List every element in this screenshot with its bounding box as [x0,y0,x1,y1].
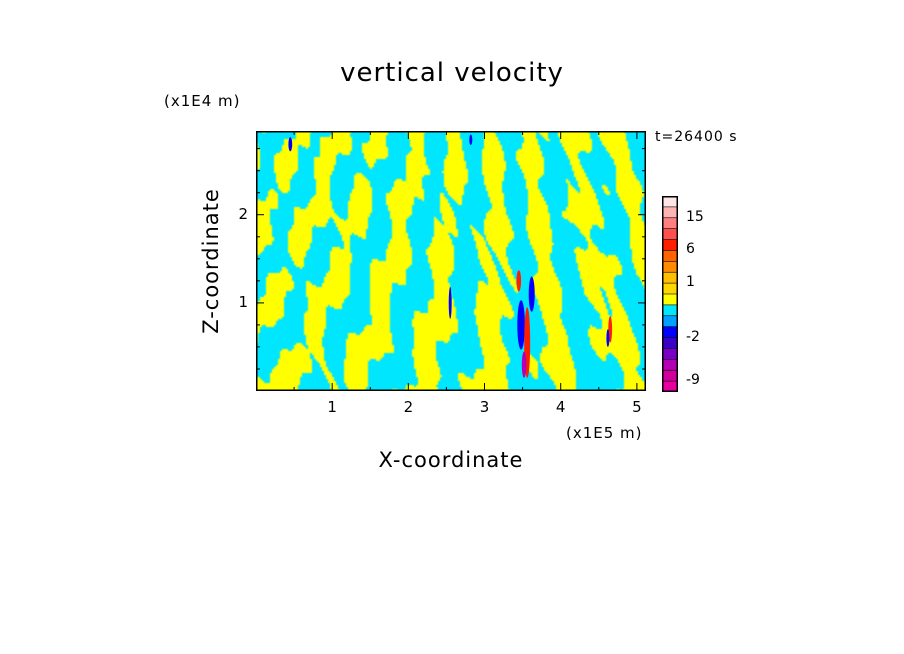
y-axis-unit: (x1E4 m) [164,92,241,110]
x-axis-unit: (x1E5 m) [566,424,643,442]
plot-frame [256,131,646,391]
contour-plot [256,131,646,391]
colorbar-swatch [662,294,678,305]
colorbar-swatch [662,326,678,338]
colorbar-swatch [662,250,678,262]
contour-cell-7 [448,287,452,319]
y-tick-label: 2 [238,204,248,223]
colorbar-swatch [662,217,678,229]
colorbar-swatch [662,206,678,218]
x-axis-label: X-coordinate [378,448,524,472]
colorbar-swatch [662,261,678,273]
colorbar-swatch [662,239,678,251]
colorbar-swatch [662,359,678,371]
colorbar-swatch [662,370,678,382]
y-axis-label: Z-coordinate [199,188,223,334]
colorbar-swatch [662,348,678,360]
contour-cell-0 [517,300,525,350]
contour-cell-6 [606,329,610,347]
colorbar-tick-label: 1 [686,274,695,291]
colorbar-swatch [662,283,678,294]
colorbar-tick-label: -2 [686,328,700,345]
colorbar-tick-label: 6 [686,241,695,258]
colorbar-swatch [662,337,678,349]
colorbar-swatch [662,381,678,392]
x-tick-label: 1 [327,398,337,416]
contour-cell-3 [528,276,535,312]
contour-cell-4 [516,270,522,292]
x-tick-label: 5 [632,398,642,416]
field-raster [256,131,646,391]
colorbar-tick-label: 15 [686,208,704,225]
colorbar-swatch [662,196,678,207]
colorbar-swatch [662,228,678,240]
x-tick-label: 2 [403,398,414,416]
colorbar-swatch [662,272,678,284]
y-tick-label: 1 [238,292,248,311]
colorbar-frame [662,196,678,392]
time-label: t=26400 s [655,129,738,145]
colorbar-swatch [662,304,678,316]
chart-title: vertical velocity [340,58,564,88]
x-tick-label: 3 [479,398,490,416]
contour-cell-9 [469,134,473,146]
colorbar-tick-label: -9 [686,372,700,389]
colorbar [662,196,678,392]
colorbar-swatch [662,315,678,327]
contour-cell-2 [521,351,527,378]
contour-cell-8 [288,137,293,152]
x-tick-label: 4 [555,398,566,416]
